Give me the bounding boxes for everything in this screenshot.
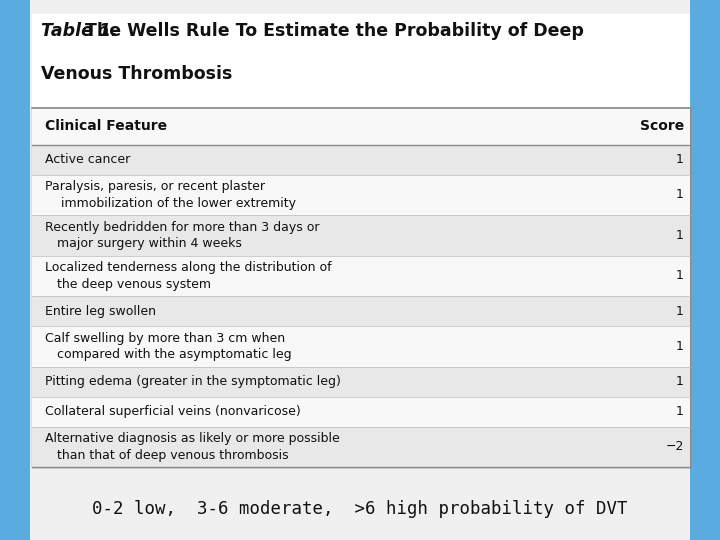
Text: Venous Thrombosis: Venous Thrombosis: [41, 65, 233, 83]
Text: 0-2 low,  3-6 moderate,  >6 high probability of DVT: 0-2 low, 3-6 moderate, >6 high probabili…: [92, 500, 628, 518]
Text: Calf swelling by more than 3 cm when
   compared with the asymptomatic leg: Calf swelling by more than 3 cm when com…: [45, 332, 292, 361]
Text: 1: 1: [676, 405, 684, 418]
Text: The Wells Rule To Estimate the Probability of Deep: The Wells Rule To Estimate the Probabili…: [85, 22, 584, 39]
Text: 1: 1: [676, 229, 684, 242]
Text: Pitting edema (greater in the symptomatic leg): Pitting edema (greater in the symptomati…: [45, 375, 341, 388]
Text: −2: −2: [665, 440, 684, 454]
Text: Recently bedridden for more than 3 days or
   major surgery within 4 weeks: Recently bedridden for more than 3 days …: [45, 221, 319, 250]
Text: 1: 1: [676, 340, 684, 353]
Text: Score: Score: [640, 119, 684, 133]
Text: Table 1.: Table 1.: [41, 22, 117, 39]
Text: Alternative diagnosis as likely or more possible
   than that of deep venous thr: Alternative diagnosis as likely or more …: [45, 432, 339, 462]
Text: Localized tenderness along the distribution of
   the deep venous system: Localized tenderness along the distribut…: [45, 261, 331, 291]
Text: 1: 1: [676, 153, 684, 166]
Text: Active cancer: Active cancer: [45, 153, 130, 166]
Text: 1: 1: [676, 188, 684, 201]
Text: Collateral superficial veins (nonvaricose): Collateral superficial veins (nonvaricos…: [45, 405, 300, 418]
Text: Paralysis, paresis, or recent plaster
    immobilization of the lower extremity: Paralysis, paresis, or recent plaster im…: [45, 180, 296, 210]
Text: 1: 1: [676, 269, 684, 282]
Text: Entire leg swollen: Entire leg swollen: [45, 305, 156, 318]
Text: Clinical Feature: Clinical Feature: [45, 119, 167, 133]
Text: 1: 1: [676, 375, 684, 388]
Text: 1: 1: [676, 305, 684, 318]
